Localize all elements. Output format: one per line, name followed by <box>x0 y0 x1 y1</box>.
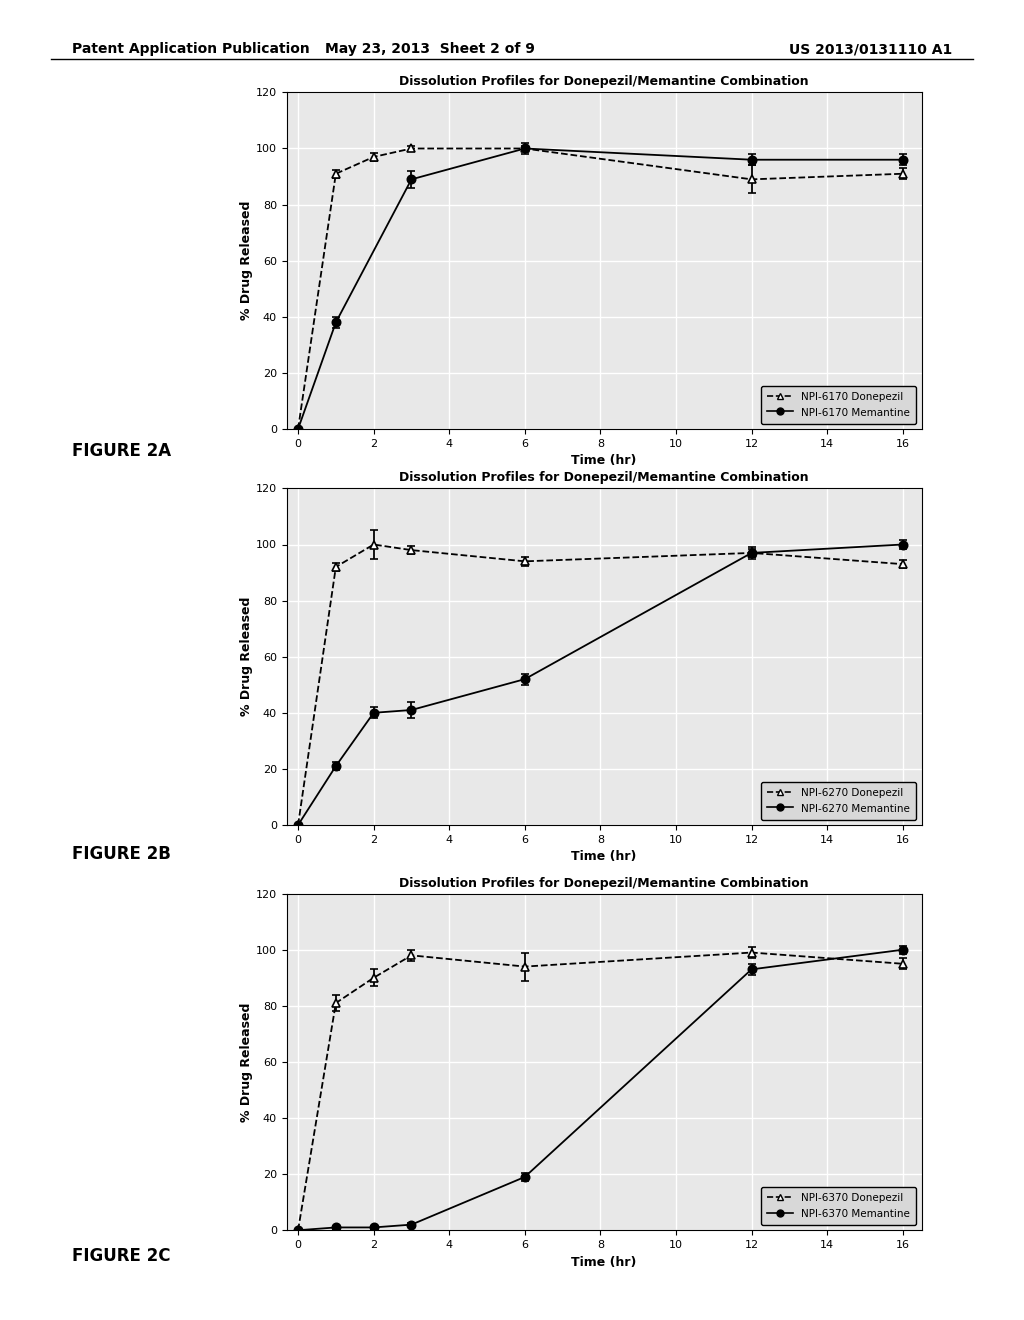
Text: FIGURE 2A: FIGURE 2A <box>72 442 171 461</box>
Legend: NPI-6270 Donepezil, NPI-6270 Memantine: NPI-6270 Donepezil, NPI-6270 Memantine <box>761 781 916 820</box>
Text: US 2013/0131110 A1: US 2013/0131110 A1 <box>790 42 952 57</box>
X-axis label: Time (hr): Time (hr) <box>571 454 637 467</box>
Text: Patent Application Publication: Patent Application Publication <box>72 42 309 57</box>
Y-axis label: % Drug Released: % Drug Released <box>240 597 253 717</box>
Legend: NPI-6370 Donepezil, NPI-6370 Memantine: NPI-6370 Donepezil, NPI-6370 Memantine <box>761 1187 916 1225</box>
Title: Dissolution Profiles for Donepezil/Memantine Combination: Dissolution Profiles for Donepezil/Meman… <box>399 471 809 484</box>
X-axis label: Time (hr): Time (hr) <box>571 1255 637 1269</box>
Title: Dissolution Profiles for Donepezil/Memantine Combination: Dissolution Profiles for Donepezil/Meman… <box>399 876 809 890</box>
Y-axis label: % Drug Released: % Drug Released <box>240 1002 253 1122</box>
Text: May 23, 2013  Sheet 2 of 9: May 23, 2013 Sheet 2 of 9 <box>326 42 535 57</box>
Text: FIGURE 2B: FIGURE 2B <box>72 845 171 863</box>
Title: Dissolution Profiles for Donepezil/Memantine Combination: Dissolution Profiles for Donepezil/Meman… <box>399 75 809 88</box>
Legend: NPI-6170 Donepezil, NPI-6170 Memantine: NPI-6170 Donepezil, NPI-6170 Memantine <box>761 385 916 424</box>
Y-axis label: % Drug Released: % Drug Released <box>240 201 253 321</box>
X-axis label: Time (hr): Time (hr) <box>571 850 637 863</box>
Text: FIGURE 2C: FIGURE 2C <box>72 1247 170 1266</box>
